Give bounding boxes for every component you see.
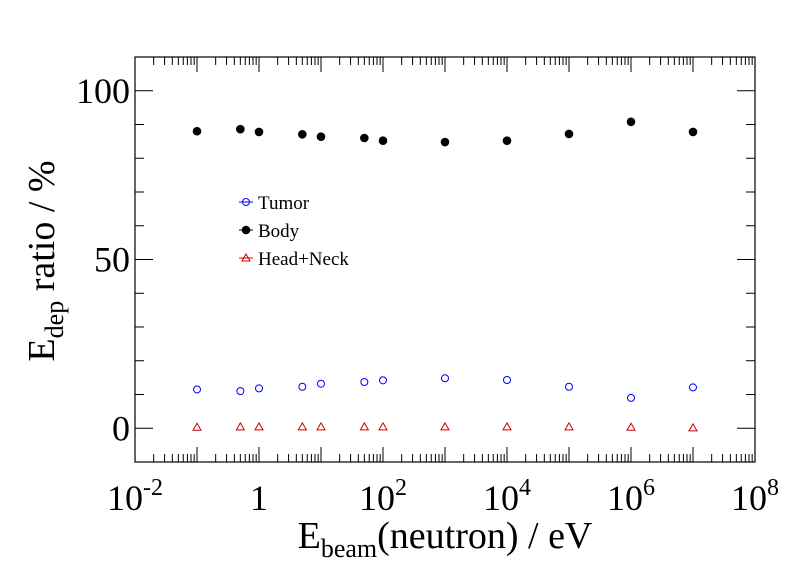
body-point bbox=[254, 127, 264, 137]
tumor-point bbox=[503, 375, 511, 384]
body-point bbox=[192, 126, 202, 136]
head-neck-point bbox=[192, 422, 202, 431]
x-axis-title-subscript: beam bbox=[321, 534, 377, 563]
tumor-point bbox=[193, 385, 201, 394]
legend-label-tumor: Tumor bbox=[258, 193, 310, 214]
axis-ticks bbox=[134, 56, 756, 463]
tumor-point bbox=[379, 376, 387, 385]
x-tick-label-exponent: 4 bbox=[519, 475, 531, 501]
tumor-point bbox=[565, 382, 573, 391]
data-points bbox=[192, 117, 698, 432]
head-neck-point bbox=[297, 421, 308, 431]
y-axis-title-main: E bbox=[21, 338, 63, 361]
x-tick-label: 108 bbox=[731, 475, 779, 518]
x-tick-label-exponent: 6 bbox=[643, 475, 655, 501]
y-axis-title-rest: ratio / % bbox=[21, 160, 63, 300]
head-neck-point bbox=[626, 422, 636, 431]
x-tick-label: 104 bbox=[483, 475, 531, 518]
x-axis-title: Ebeam(neutron) / eV bbox=[298, 515, 593, 563]
x-tick-label-base: 10 bbox=[731, 478, 767, 518]
tumor-point bbox=[689, 383, 697, 392]
y-tick-label: 0 bbox=[112, 408, 130, 448]
tumor-point bbox=[298, 382, 307, 391]
body-point bbox=[564, 129, 574, 139]
tumor-point bbox=[317, 379, 325, 388]
x-tick-label: 102 bbox=[359, 475, 407, 518]
plot-frame bbox=[134, 56, 756, 463]
body-point bbox=[378, 136, 388, 145]
x-tick-label-exponent: 2 bbox=[395, 475, 407, 501]
body-point bbox=[360, 133, 369, 143]
y-tick-label: 100 bbox=[76, 71, 130, 111]
tumor-point bbox=[255, 384, 263, 393]
x-tick-label: 10-2 bbox=[107, 475, 163, 518]
tumor-point bbox=[236, 387, 245, 396]
legend-marker-tumor bbox=[242, 198, 250, 206]
x-axis-title-main: E bbox=[298, 515, 321, 557]
x-tick-label-base: 10 bbox=[107, 478, 143, 518]
tumor-point bbox=[360, 378, 369, 387]
y-axis-title: Edep ratio / % bbox=[21, 160, 69, 361]
head-neck-point bbox=[564, 421, 574, 431]
legend: Tumor Body Head+Neck bbox=[239, 193, 349, 270]
body-point bbox=[316, 132, 326, 141]
head-neck-point bbox=[359, 421, 370, 431]
head-neck-point bbox=[254, 421, 264, 431]
x-tick-label-base: 10 bbox=[359, 478, 395, 518]
y-axis-title-subscript: dep bbox=[40, 301, 69, 339]
body-point bbox=[626, 117, 636, 127]
x-tick-label-base: 10 bbox=[607, 478, 643, 518]
head-neck-point bbox=[316, 421, 326, 431]
body-point bbox=[688, 127, 698, 137]
head-neck-point bbox=[502, 421, 512, 431]
tumor-point bbox=[441, 374, 449, 383]
x-tick-label-base: 10 bbox=[483, 478, 519, 518]
body-point bbox=[236, 124, 245, 134]
x-tick-label: 106 bbox=[607, 475, 655, 518]
body-point bbox=[298, 129, 307, 139]
head-neck-point bbox=[378, 421, 388, 431]
x-tick-label: 1 bbox=[250, 478, 268, 518]
legend-marker-body bbox=[241, 225, 251, 235]
legend-label-body: Body bbox=[258, 221, 300, 242]
tumor-point bbox=[627, 393, 635, 402]
head-neck-point bbox=[688, 422, 698, 432]
y-tick-label: 50 bbox=[94, 240, 130, 280]
head-neck-point bbox=[440, 421, 450, 431]
x-tick-label-exponent: 8 bbox=[767, 475, 779, 501]
body-point bbox=[440, 137, 450, 147]
body-point bbox=[502, 136, 512, 145]
x-axis-title-rest: (neutron) / eV bbox=[377, 515, 593, 557]
x-tick-label-exponent: -2 bbox=[143, 475, 163, 501]
legend-label-head-neck: Head+Neck bbox=[258, 249, 349, 270]
legend-marker-head-neck bbox=[241, 252, 251, 262]
x-tick-label-base: 1 bbox=[250, 478, 268, 518]
head-neck-point bbox=[235, 421, 246, 431]
